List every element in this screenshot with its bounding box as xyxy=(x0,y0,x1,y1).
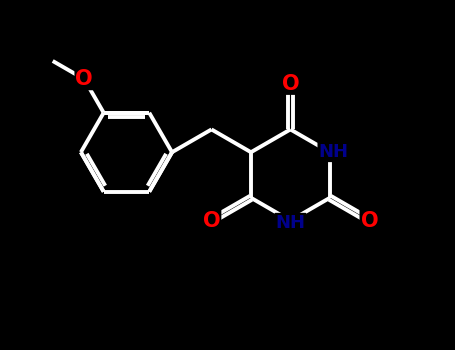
Text: O: O xyxy=(360,211,378,231)
Text: NH: NH xyxy=(318,143,349,161)
Text: O: O xyxy=(76,69,93,89)
Text: NH: NH xyxy=(275,214,305,232)
Text: O: O xyxy=(202,211,220,231)
Text: O: O xyxy=(282,74,299,94)
